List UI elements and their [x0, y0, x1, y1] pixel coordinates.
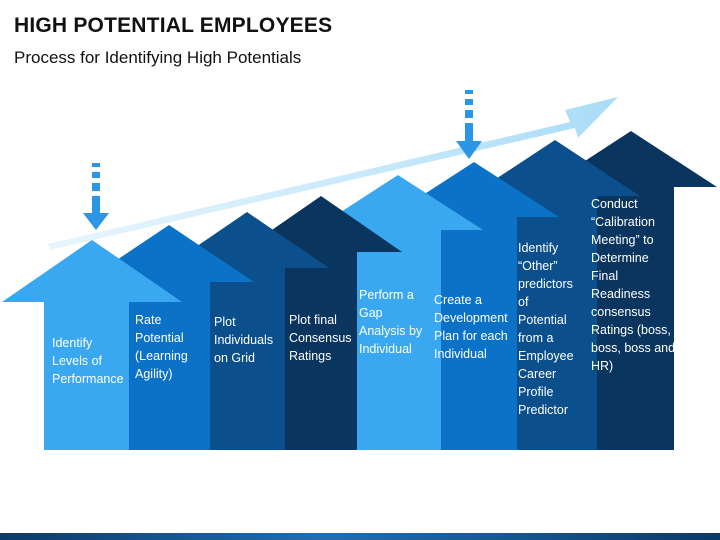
page-title: HIGH POTENTIAL EMPLOYEES	[14, 14, 333, 37]
down-marker-left-icon	[83, 163, 109, 230]
step-label-5: Perform a Gap Analysis by Individual	[359, 288, 423, 356]
step-label-7: Identify “Other” predictors of Potential from…	[518, 241, 574, 417]
step-label-6: Create a Development Plan for each Individu…	[434, 293, 508, 361]
step-label-3: Plot Individuals on Grid	[214, 315, 274, 365]
step-arrow-5	[313, 175, 483, 450]
step-arrow-3	[165, 212, 329, 450]
step-arrow-7	[470, 140, 640, 450]
step-label-8: Conduct “Calibration Meeting” to Determine F…	[591, 197, 676, 373]
trend-arrow	[48, 97, 618, 250]
down-marker-right-icon	[456, 90, 482, 159]
footer-bar	[0, 533, 720, 540]
step-label-1: Identify Levels of Performance	[52, 336, 124, 386]
step-arrow-1	[2, 240, 182, 450]
page-subtitle: Process for Identifying High Potentials	[14, 48, 302, 67]
step-label-2: Rate Potential (Learning Agility)	[135, 313, 188, 381]
step-arrow-4	[240, 196, 402, 450]
step-label-4: Plot final Consensus Ratings	[289, 313, 352, 363]
